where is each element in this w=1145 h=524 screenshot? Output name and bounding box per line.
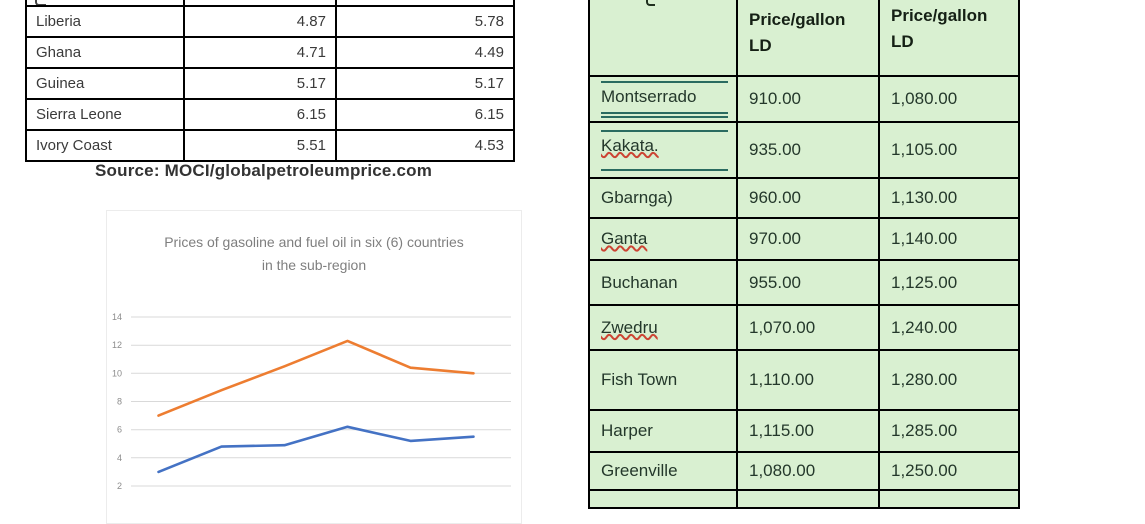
table-row: Ivory Coast 5.51 4.53: [25, 129, 515, 162]
table-row: Montserrado 910.00 1,080.00: [588, 75, 1020, 123]
city-cell: Harper: [588, 409, 738, 453]
price-cell: 910.00: [736, 75, 880, 123]
price-cell: 1,140.00: [878, 217, 1020, 261]
country-cell: Ghana: [25, 36, 185, 69]
price-cell: 4.87: [183, 5, 337, 38]
table-header-row: Price/gallon LD Price/gallon LD: [588, 0, 1020, 77]
price-cell: 4.71: [183, 36, 337, 69]
table-row: Fish Town 1,110.00 1,280.00: [588, 349, 1020, 411]
svg-text:8: 8: [117, 397, 122, 407]
price-cell: 6.15: [335, 98, 515, 131]
city-price-table: Price/gallon LD Price/gallon LD Montserr…: [588, 0, 1020, 509]
price-cell: 1,280.00: [878, 349, 1020, 411]
price-cell: 1,240.00: [878, 304, 1020, 351]
price-cell: 4.49: [335, 36, 515, 69]
header-label: Price/gallon LD: [749, 10, 846, 55]
header-label: Price/gallon LD: [891, 6, 988, 51]
svg-text:2: 2: [117, 481, 122, 491]
price-cell: 5.78: [335, 5, 515, 38]
price-cell: 4.53: [335, 129, 515, 162]
price-cell: 5.17: [335, 67, 515, 100]
table-row-clipped: [25, 0, 515, 7]
country-cell: Ivory Coast: [25, 129, 185, 162]
svg-text:12: 12: [112, 340, 122, 350]
city-cell: Kakata.: [588, 121, 738, 179]
chart-title-line2: in the sub-region: [261, 257, 367, 274]
country-cell: Liberia: [25, 5, 185, 38]
svg-text:4: 4: [117, 453, 122, 463]
price-cell: 1,105.00: [878, 121, 1020, 179]
price-cell: 1,080.00: [878, 75, 1020, 123]
price-cell: 6.15: [183, 98, 337, 131]
table-row: Liberia 4.87 5.78: [25, 5, 515, 38]
chart-title-line1: Prices of gasoline and fuel oil in six (…: [164, 234, 464, 250]
table-row-clipped: [588, 489, 1020, 509]
city-cell: Greenville: [588, 451, 738, 491]
chart-title: Prices of gasoline and fuel oil in six (…: [107, 231, 521, 277]
svg-text:10: 10: [112, 368, 122, 378]
table-row: Harper 1,115.00 1,285.00: [588, 409, 1020, 453]
header-cell: Price/gallon LD: [878, 0, 1020, 77]
table-row: Kakata. 935.00 1,105.00: [588, 121, 1020, 179]
price-cell: 1,080.00: [736, 451, 880, 491]
price-cell: 1,285.00: [878, 409, 1020, 453]
price-cell: 5.51: [183, 129, 337, 162]
subregion-price-chart: Prices of gasoline and fuel oil in six (…: [106, 210, 522, 524]
city-cell: Gbarnga): [588, 177, 738, 219]
header-cell: Price/gallon LD: [736, 0, 880, 77]
price-cell: 935.00: [736, 121, 880, 179]
source-note: Source: MOCI/globalpetroleumprice.com: [95, 161, 433, 180]
clipped-header-cell: [588, 0, 738, 77]
table-row: Buchanan 955.00 1,125.00: [588, 259, 1020, 306]
city-cell: Fish Town: [588, 349, 738, 411]
price-cell: 960.00: [736, 177, 880, 219]
price-cell: 1,125.00: [878, 259, 1020, 306]
table-row: Guinea 5.17 5.17: [25, 67, 515, 100]
price-cell: 5.17: [183, 67, 337, 100]
country-cell: Sierra Leone: [25, 98, 185, 131]
price-cell: 1,115.00: [736, 409, 880, 453]
price-cell: 1,070.00: [736, 304, 880, 351]
clipped-header-cell: [25, 0, 185, 7]
city-cell: Buchanan: [588, 259, 738, 306]
price-cell: 955.00: [736, 259, 880, 306]
table-row: Gbarnga) 960.00 1,130.00: [588, 177, 1020, 219]
country-price-table: Liberia 4.87 5.78 Ghana 4.71 4.49 Guinea…: [25, 0, 515, 162]
table-row: Zwedru 1,070.00 1,240.00: [588, 304, 1020, 351]
document-page: { "country_price_table": { "columns": ["…: [25, 0, 1020, 524]
price-cell: 1,130.00: [878, 177, 1020, 219]
line-chart-svg: 14 12 10 8 6 4 2: [112, 312, 511, 491]
table-row: Ganta 970.00 1,140.00: [588, 217, 1020, 261]
city-cell: Montserrado: [588, 75, 738, 123]
table-row: Sierra Leone 6.15 6.15: [25, 98, 515, 131]
table-row: Greenville 1,080.00 1,250.00: [588, 451, 1020, 491]
city-cell: Ganta: [588, 217, 738, 261]
country-cell: Guinea: [25, 67, 185, 100]
price-cell: 1,110.00: [736, 349, 880, 411]
svg-text:14: 14: [112, 312, 122, 322]
svg-text:6: 6: [117, 425, 122, 435]
price-cell: 1,250.00: [878, 451, 1020, 491]
table-row: Ghana 4.71 4.49: [25, 36, 515, 69]
price-cell: 970.00: [736, 217, 880, 261]
city-cell: Zwedru: [588, 304, 738, 351]
